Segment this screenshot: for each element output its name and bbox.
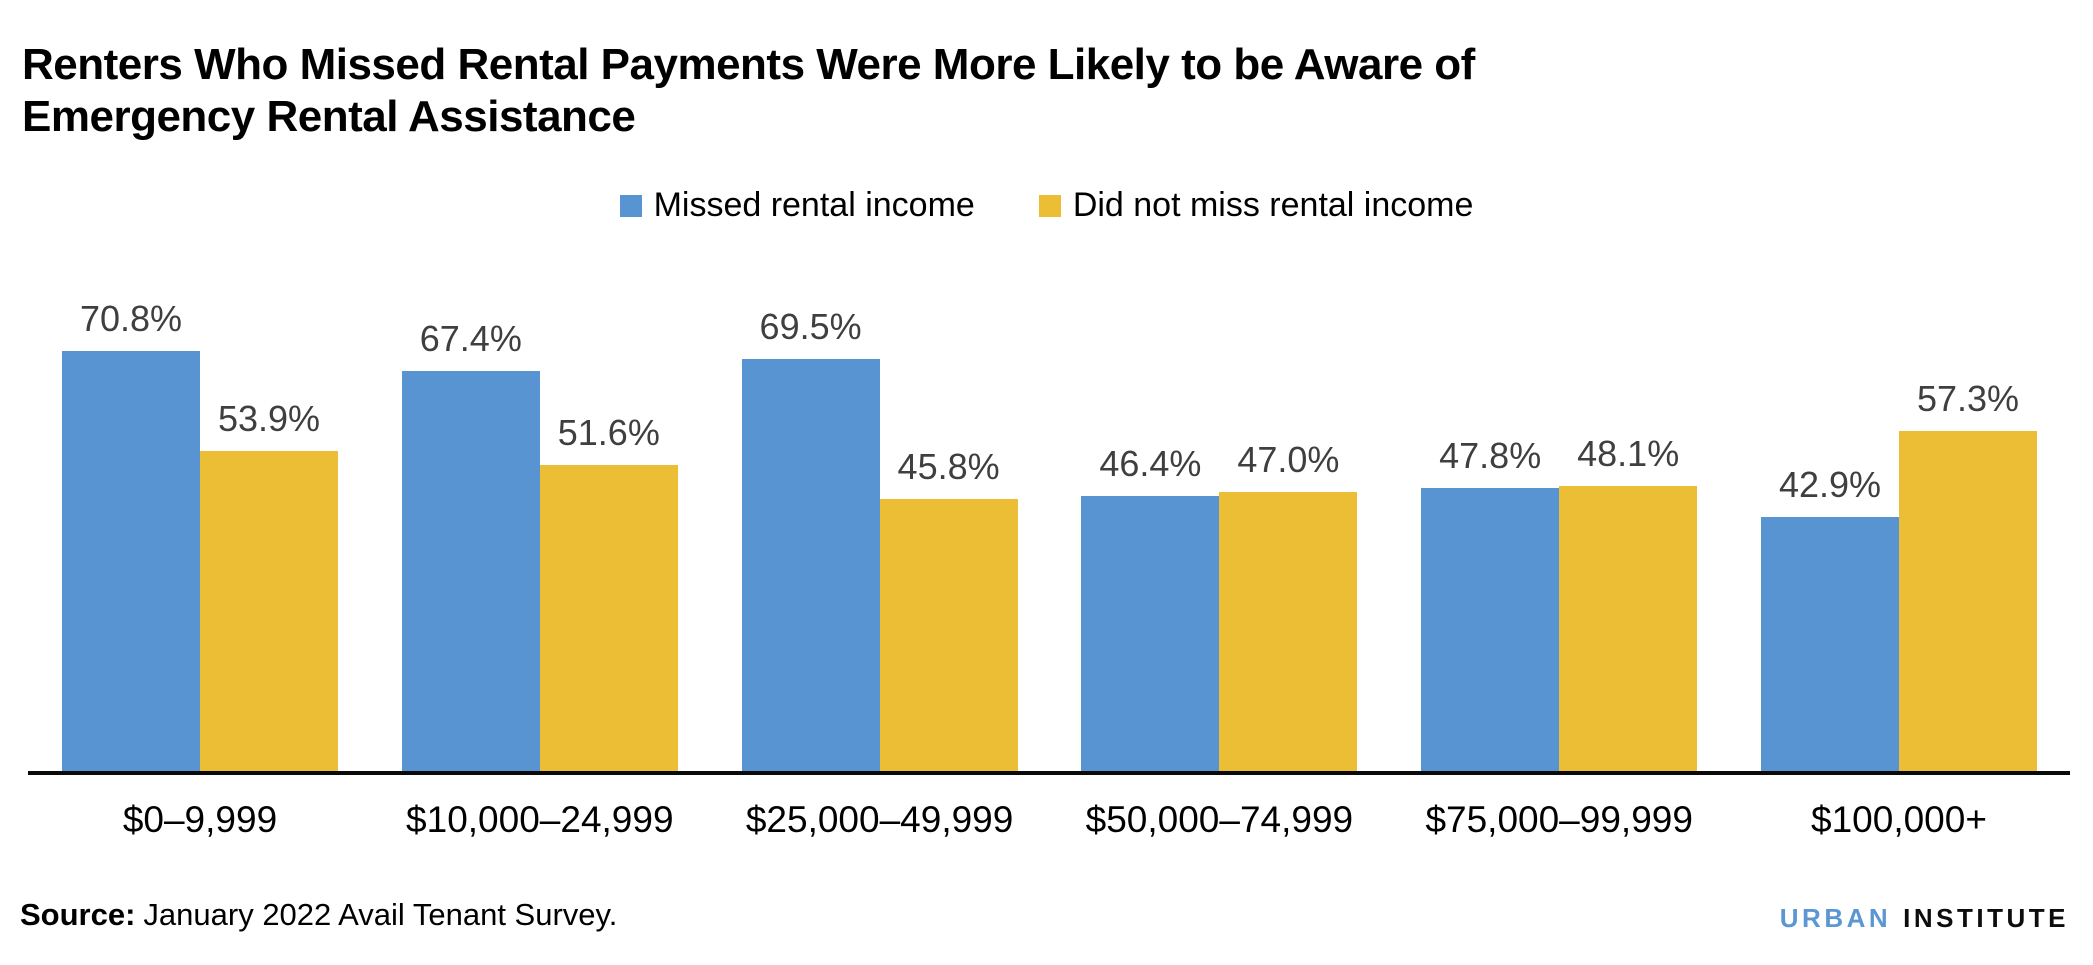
source-text: January 2022 Avail Tenant Survey.	[143, 897, 618, 932]
bar-value-label: 53.9%	[217, 398, 321, 439]
chart-title-line-1: Renters Who Missed Rental Payments Were …	[22, 40, 1475, 90]
bar-did-not-miss-rental-income	[200, 451, 338, 771]
bar-value-label: 48.1%	[1577, 433, 1680, 474]
bar-value-label: 69.5%	[759, 306, 862, 347]
bar-column: 46.4%	[1081, 443, 1220, 771]
bar-group--25-000-49-999: 69.5% 45.8%	[741, 306, 1018, 771]
bar-column: 67.4%	[401, 318, 540, 771]
urban-institute-logo: URBAN INSTITUTE	[1780, 903, 2069, 934]
bar-column: 42.9%	[1760, 464, 1899, 771]
logo-urban: URBAN	[1779, 903, 1892, 933]
x-axis-label: $25,000–49,999	[745, 799, 1014, 840]
bar-missed-rental-income	[401, 371, 540, 771]
bar-group--50-000-74-999: 46.4% 47.0%	[1081, 439, 1358, 771]
bar-did-not-miss-rental-income	[1898, 431, 2037, 771]
legend-label: Did not miss rental income	[1072, 186, 1474, 224]
source-label: Source:	[20, 897, 136, 932]
bar-did-not-miss-rental-income	[1219, 492, 1358, 771]
bar-value-label: 47.8%	[1439, 435, 1542, 476]
bar-value-label: 51.6%	[557, 412, 660, 453]
bar-value-label: 46.4%	[1099, 443, 1202, 484]
bar-value-label: 70.8%	[79, 298, 183, 339]
x-axis-label: $100,000+	[1811, 799, 1987, 840]
bar-value-label: 67.4%	[419, 318, 522, 359]
bar-did-not-miss-rental-income	[539, 465, 678, 771]
bar-column: 47.8%	[1421, 435, 1560, 771]
bar-group--10-000-24-999: 67.4% 51.6%	[401, 318, 678, 771]
bar-group--75-000-99-999: 47.8% 48.1%	[1421, 433, 1698, 771]
x-axis-label: $50,000–74,999	[1085, 799, 1354, 840]
legend-item-did-not-miss-rental-income: Did not miss rental income	[1038, 186, 1474, 225]
x-axis-line	[28, 771, 2070, 775]
bar-column: 47.0%	[1219, 439, 1358, 771]
bar-missed-rental-income	[1421, 488, 1560, 771]
bar-value-label: 45.8%	[897, 446, 1000, 487]
bar-column: 45.8%	[879, 446, 1018, 771]
bar-missed-rental-income	[62, 351, 200, 771]
x-axis-labels: $0–9,999 $10,000–24,999 $25,000–49,999 $50,…	[62, 799, 2037, 841]
legend-swatch-missed-rental-income-icon	[619, 194, 642, 217]
bar-column: 69.5%	[741, 306, 880, 771]
bar-column: 57.3%	[1898, 378, 2037, 771]
x-axis-label: $10,000–24,999	[406, 799, 674, 840]
bar-column: 48.1%	[1559, 433, 1698, 771]
bar-value-label: 57.3%	[1916, 378, 2020, 419]
bar-missed-rental-income	[741, 359, 880, 771]
x-axis-label: $75,000–99,999	[1425, 799, 1693, 840]
bar-missed-rental-income	[1081, 496, 1220, 771]
legend-label: Missed rental income	[653, 186, 975, 224]
bar-value-label: 42.9%	[1778, 464, 1882, 505]
plot-area: 70.8% 53.9% 67.4% 51.6% 69.5% 45.8% 46.4% 47.0%…	[62, 301, 2037, 771]
bar-value-label: 47.0%	[1237, 439, 1340, 480]
bar-column: 53.9%	[200, 401, 338, 771]
logo-institute: INSTITUTE	[1903, 903, 2069, 933]
legend-item-missed-rental-income: Missed rental income	[619, 186, 975, 225]
bar-did-not-miss-rental-income	[1559, 486, 1698, 771]
bar-column: 51.6%	[539, 412, 678, 771]
bar-missed-rental-income	[1760, 517, 1899, 771]
bar-group--0-9-999: 70.8% 53.9%	[62, 301, 338, 771]
chart-title: Renters Who Missed Rental Payments Were …	[22, 39, 1475, 143]
bar-did-not-miss-rental-income	[879, 499, 1018, 771]
chart-title-line-2: Emergency Rental Assistance	[22, 92, 636, 142]
legend: Missed rental income Did not miss rental…	[0, 186, 2093, 225]
bar-column: 70.8%	[62, 301, 200, 771]
source-note: Source: January 2022 Avail Tenant Survey.	[20, 897, 617, 933]
legend-swatch-did-not-miss-rental-income-icon	[1038, 194, 1061, 217]
x-axis-label: $0–9,999	[122, 799, 278, 840]
bar-group--100-000-: 42.9% 57.3%	[1760, 378, 2037, 771]
